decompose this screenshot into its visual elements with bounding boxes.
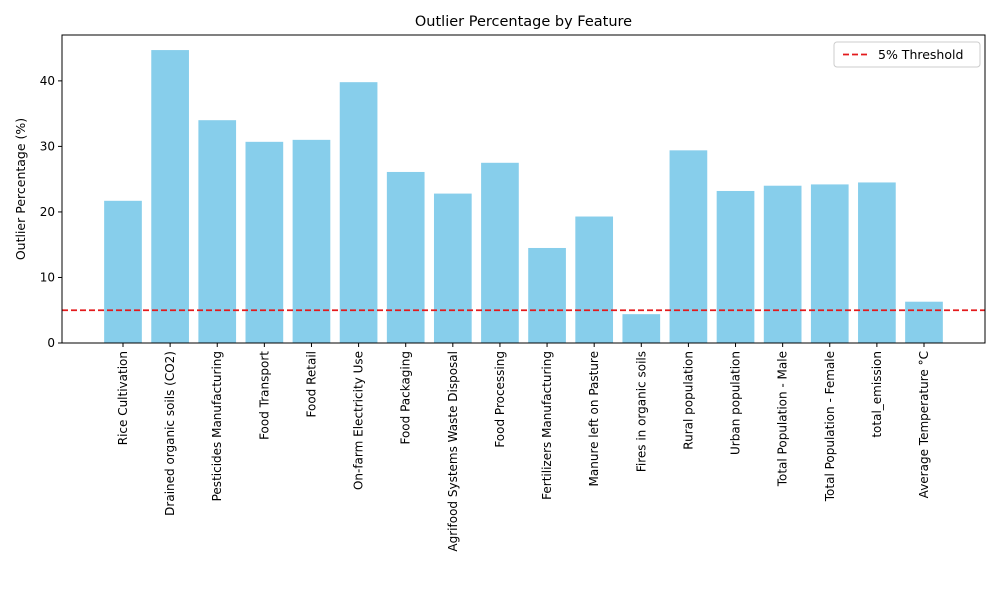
x-tick-label: Drained organic soils (CO2) (163, 351, 177, 516)
y-tick-label: 40 (40, 74, 55, 88)
bar (810, 184, 849, 343)
x-tick-label: Food Processing (493, 351, 507, 448)
x-tick-label: Pesticides Manufacturing (210, 351, 224, 501)
x-tick-label: Urban population (729, 351, 743, 455)
x-tick-label: Fires in organic soils (634, 351, 648, 472)
bar (292, 139, 331, 343)
x-tick-label: Average Temperature °C (917, 351, 931, 498)
x-tick-label: Food Packaging (399, 351, 413, 445)
bar (858, 182, 896, 343)
x-tick-label: Food Transport (257, 351, 271, 440)
y-axis-ticks: 0 10 20 30 40 (40, 74, 62, 350)
x-tick-label: total_emission (870, 351, 884, 438)
bar (481, 162, 519, 343)
x-tick-label: Total Population - Male (776, 351, 790, 487)
x-tick-label: Fertilizers Manufacturing (540, 351, 554, 500)
bar (245, 141, 284, 343)
bar (104, 200, 142, 343)
y-tick-label: 30 (40, 139, 55, 153)
bar (198, 120, 237, 343)
x-tick-label: On-farm Electricity Use (352, 351, 366, 490)
bar (528, 247, 566, 343)
chart-title: Outlier Percentage by Feature (415, 14, 632, 30)
bar (763, 185, 802, 343)
y-tick-label: 10 (40, 270, 55, 284)
x-tick-label: Rice Cultivation (116, 351, 130, 445)
y-axis-label: Outlier Percentage (%) (13, 118, 28, 260)
x-tick-label: Rural population (681, 351, 695, 450)
bar (905, 301, 943, 343)
legend-threshold-label: 5% Threshold (878, 47, 963, 62)
x-tick-label: Manure left on Pasture (587, 351, 601, 486)
bar (433, 193, 472, 343)
y-tick-label: 0 (47, 336, 55, 350)
x-tick-label: Food Retail (304, 351, 318, 418)
x-tick-label: Agrifood Systems Waste Disposal (446, 351, 460, 552)
bar (386, 171, 425, 343)
bar (716, 190, 755, 343)
bar (622, 314, 661, 343)
bar (151, 50, 189, 343)
legend: 5% Threshold (833, 41, 981, 68)
x-axis-ticks: Rice Cultivation Drained organic soils (C… (116, 343, 931, 552)
bar (575, 216, 614, 343)
bars-group (104, 50, 943, 344)
x-tick-label: Total Population - Female (823, 351, 837, 502)
y-tick-label: 20 (40, 205, 55, 219)
plot-frame (61, 34, 986, 344)
bar (339, 82, 378, 344)
legend-box (833, 41, 981, 68)
bar (669, 150, 708, 343)
